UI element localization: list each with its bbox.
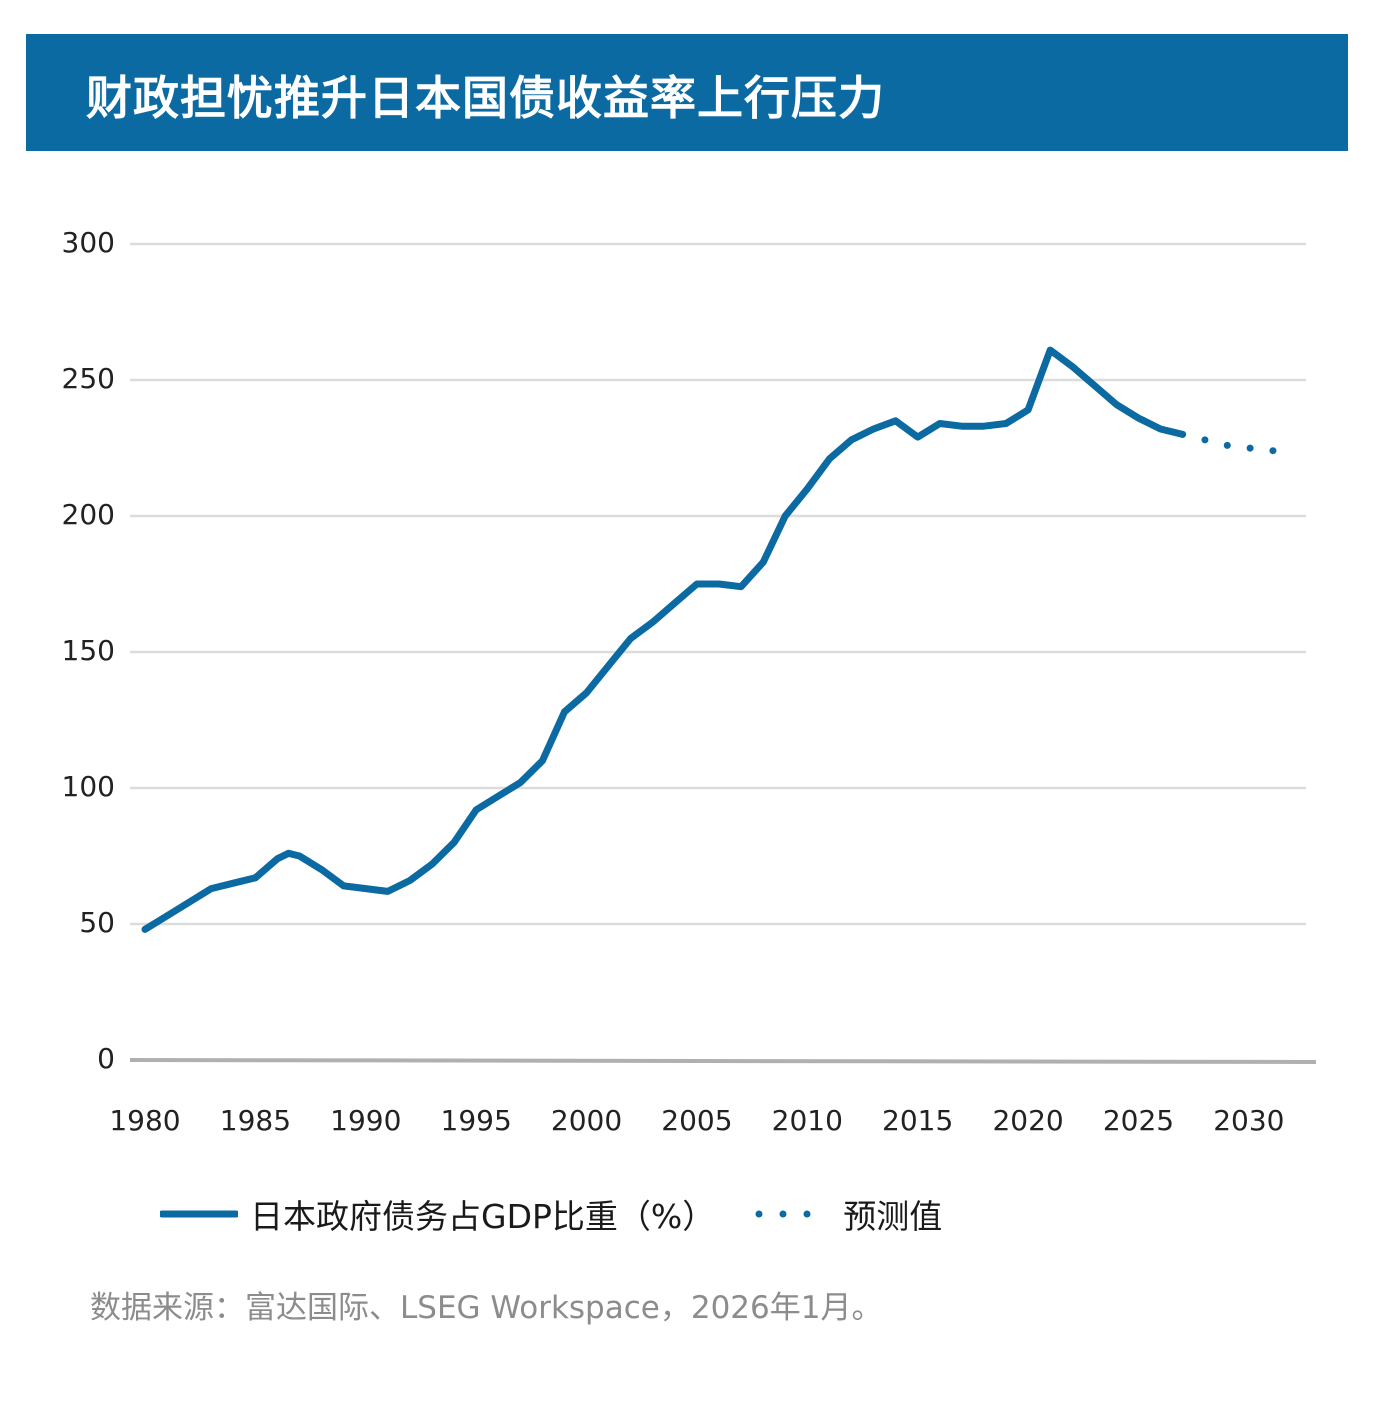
- x-tick-label: 2020: [992, 1104, 1063, 1137]
- series-line-forecast: [1179, 430, 1297, 455]
- y-axis-ticks: 0 50 100 150 200 250 300: [62, 226, 115, 1075]
- source-note: 数据来源：富达国际、LSEG Workspace，2026年1月。: [90, 1290, 883, 1326]
- legend-label-debt: 日本政府债务占GDP比重（%）: [250, 1197, 716, 1236]
- legend: 日本政府债务占GDP比重（%） 预测值: [160, 1192, 942, 1236]
- line-chart: 0 50 100 150 200 250 300 1980 1985 1990 1995 2000 2…: [62, 226, 1317, 1137]
- series-lines: [141, 346, 1297, 933]
- x-axis-line: [129, 1058, 1317, 1064]
- y-tick-label: 250: [62, 362, 115, 395]
- y-tick-label: 150: [62, 634, 115, 667]
- x-tick-label: 2015: [882, 1104, 953, 1137]
- x-axis-ticks: 1980 1985 1990 1995 2000 2005 2010 2015 2020 2025…: [109, 1104, 1284, 1137]
- x-tick-label: 2000: [551, 1104, 622, 1137]
- x-tick-label: 2005: [661, 1104, 732, 1137]
- legend-solid-swatch: [160, 1210, 238, 1218]
- y-tick-label: 0: [97, 1042, 115, 1075]
- legend-label-forecast: 预测值: [843, 1197, 943, 1236]
- x-tick-label: 1980: [109, 1104, 180, 1137]
- x-tick-label: 2030: [1213, 1104, 1284, 1137]
- legend-item-forecast: 预测值: [755, 1190, 942, 1238]
- x-tick-label: 1990: [330, 1104, 401, 1137]
- title-bar: 财政担忧推升日本国债收益率上行压力: [26, 34, 1348, 151]
- y-tick-label: 200: [62, 498, 115, 531]
- legend-dotted-swatch: [755, 1210, 835, 1218]
- x-tick-label: 2025: [1103, 1104, 1174, 1137]
- grid-lines: [130, 242, 1306, 926]
- x-tick-label: 1985: [220, 1104, 291, 1137]
- y-tick-label: 50: [79, 906, 115, 939]
- x-axis: [129, 1058, 1317, 1064]
- x-tick-label: 1995: [441, 1104, 512, 1137]
- y-tick-label: 100: [62, 770, 115, 803]
- x-tick-label: 2010: [772, 1104, 843, 1137]
- y-tick-label: 300: [62, 226, 115, 259]
- legend-item-debt: 日本政府债务占GDP比重（%）: [160, 1190, 715, 1238]
- series-line-debt: [141, 346, 1187, 933]
- chart-title: 财政担忧推升日本国债收益率上行压力: [86, 71, 885, 125]
